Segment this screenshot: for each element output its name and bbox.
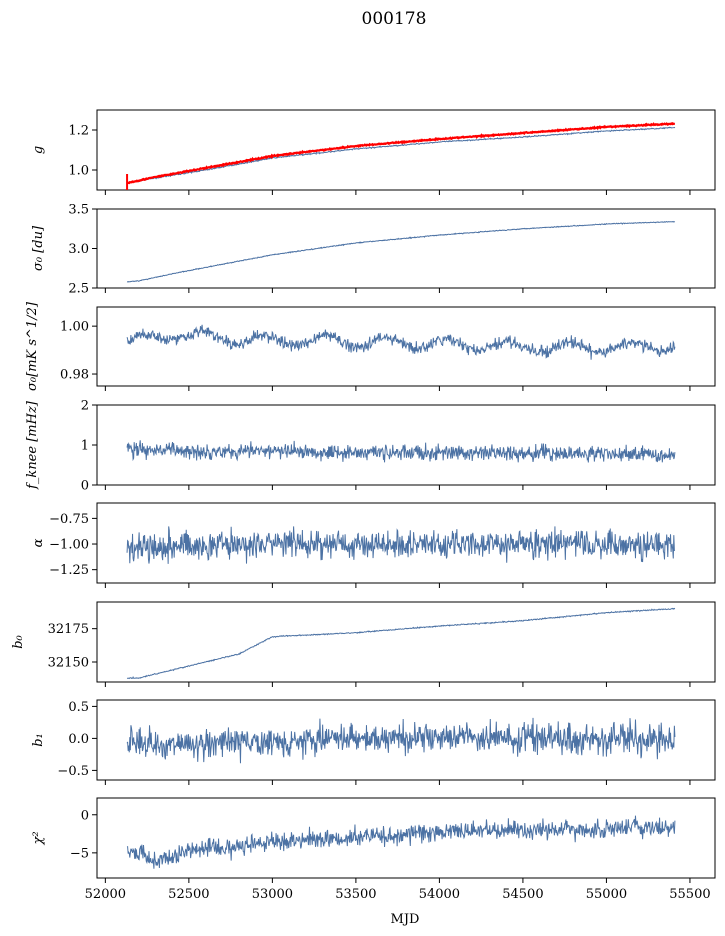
- panel-2-ylabel: σ₀ [du]: [31, 225, 46, 271]
- panel-1-ytick-label-1: 1.0: [68, 164, 89, 179]
- panel-5-ytick-label-3: −0.75: [49, 512, 89, 527]
- panel-4-ytick-label-3: 2: [81, 399, 89, 414]
- panel-3-ytick-label-2: 1.00: [60, 320, 89, 335]
- panel-3-frame: [96, 306, 716, 387]
- panel-6-ylabel: b₀: [11, 634, 26, 648]
- panel-7-ytick-label-2: 0.0: [68, 732, 89, 747]
- panel-4-ytick-label-2: 1: [81, 439, 89, 454]
- panel-8-ytick-label-2: 0: [81, 808, 89, 823]
- panel-6-series-1: [126, 607, 676, 680]
- panel-8: −5 0 52000 52500 53000 53500 54000 54500 55000 55…: [31, 797, 716, 902]
- panel-5-ytick-label-2: −1.00: [49, 538, 89, 553]
- panel-1-series-2: [126, 122, 675, 185]
- x-axis-label: MJD: [391, 912, 420, 927]
- panel-8-frame: [96, 797, 716, 879]
- panel-3-series-1: [126, 324, 676, 360]
- panel-1-frame: [96, 109, 716, 191]
- panel-7: −0.5 0.0 0.5 b₁: [31, 699, 716, 785]
- panel-3-ytick-label-1: 0.98: [60, 368, 89, 383]
- panel-4-series-1: [126, 440, 676, 463]
- x-tick-label-6: 54500: [502, 887, 543, 902]
- panel-4-ylabel: f_knee [mHz]: [25, 400, 40, 490]
- panel-4-frame: [96, 404, 716, 486]
- panel-5-frame: [96, 502, 716, 584]
- panel-3: 0.98 1.00 σ₀[mK s^1/2]: [25, 301, 716, 391]
- panel-4: 0 1 2 f_knee [mHz]: [25, 399, 716, 494]
- panel-2-frame: [96, 208, 716, 289]
- panels-group: 1.0 1.2 g 2.5 3.0 3.5 σ₀ [du] 0.98 1.00 σ₀[mK s^1…: [11, 109, 716, 902]
- x-tick-label-3: 53000: [252, 887, 293, 902]
- panel-4-ytick-label-1: 0: [81, 479, 89, 494]
- x-tick-label-2: 52500: [168, 887, 209, 902]
- panel-6: 32150 32175 b₀: [11, 601, 716, 687]
- panel-2-ytick-label-1: 2.5: [68, 282, 89, 297]
- panel-8-series-1: [126, 815, 676, 869]
- panel-1-series-1: [126, 126, 676, 184]
- panel-6-ytick-label-2: 32175: [48, 622, 89, 637]
- figure-title: 000178: [362, 9, 427, 29]
- panel-2-ytick-label-2: 3.0: [68, 242, 89, 257]
- x-tick-label-7: 55000: [586, 887, 627, 902]
- panel-2-series-1: [126, 220, 676, 283]
- panel-5: −1.25 −1.00 −0.75 α: [31, 502, 716, 588]
- panel-7-frame: [96, 699, 716, 781]
- x-tick-label-5: 54000: [419, 887, 460, 902]
- panel-2: 2.5 3.0 3.5 σ₀ [du]: [31, 203, 716, 297]
- panel-7-series-1: [126, 717, 676, 764]
- panel-5-ylabel: α: [31, 538, 46, 547]
- panel-3-ylabel: σ₀[mK s^1/2]: [25, 301, 40, 391]
- panel-6-frame: [96, 601, 716, 683]
- panel-1-ytick-label-2: 1.2: [68, 124, 89, 139]
- x-tick-label-8: 55500: [669, 887, 710, 902]
- panel-1-ylabel: g: [31, 146, 46, 154]
- panel-7-ytick-label-1: −0.5: [57, 764, 89, 779]
- panel-1: 1.0 1.2 g: [31, 109, 716, 195]
- panel-5-ytick-label-1: −1.25: [49, 563, 89, 578]
- x-tick-label-4: 53500: [335, 887, 376, 902]
- panel-5-series-1: [126, 526, 676, 564]
- panel-7-ylabel: b₁: [31, 733, 46, 747]
- panel-8-ytick-label-1: −5: [70, 846, 89, 861]
- panel-8-ylabel: χ²: [31, 831, 46, 845]
- x-tick-label-1: 52000: [85, 887, 126, 902]
- panel-7-ytick-label-3: 0.5: [68, 700, 89, 715]
- panel-2-ytick-label-3: 3.5: [68, 203, 89, 218]
- panel-6-ytick-label-1: 32150: [48, 656, 89, 671]
